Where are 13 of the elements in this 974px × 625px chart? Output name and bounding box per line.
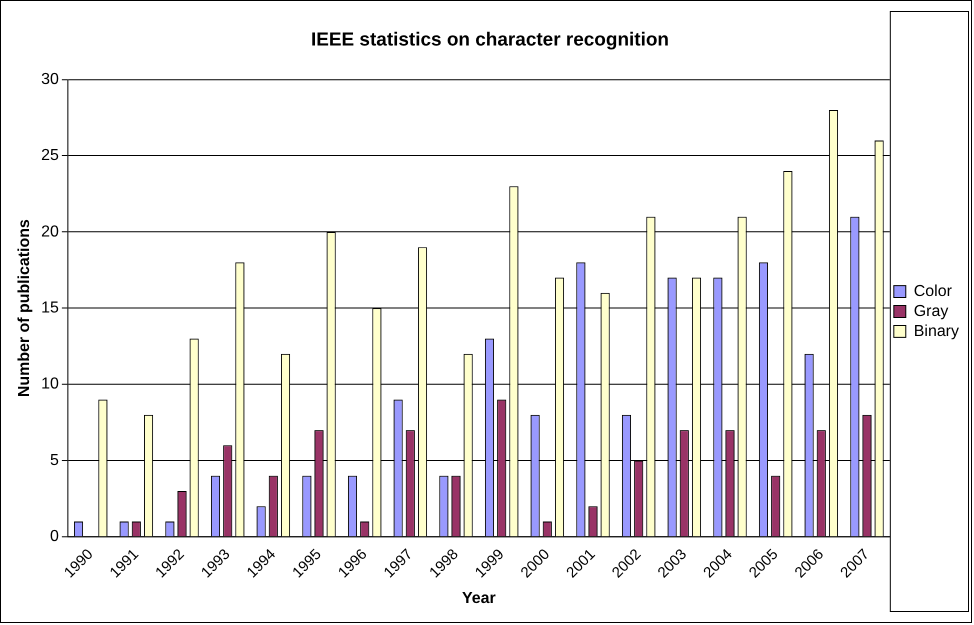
- legend-label: Gray: [914, 302, 948, 320]
- y-axis-title: Number of publications: [16, 219, 33, 398]
- chart-title: IEEE statistics on character recognition: [310, 30, 670, 50]
- y-tick-label: 30: [41, 70, 60, 88]
- x-axis-title: Year: [462, 590, 496, 607]
- y-tick-label: 25: [41, 147, 60, 164]
- y-tick-label: 10: [41, 376, 60, 393]
- legend-label: Color: [914, 282, 953, 300]
- legend-label: Binary: [914, 322, 959, 340]
- y-tick-label: 0: [50, 528, 60, 546]
- y-tick-label: 15: [41, 300, 60, 317]
- y-tick-label: 5: [50, 452, 60, 469]
- y-tick-label: 20: [41, 223, 60, 240]
